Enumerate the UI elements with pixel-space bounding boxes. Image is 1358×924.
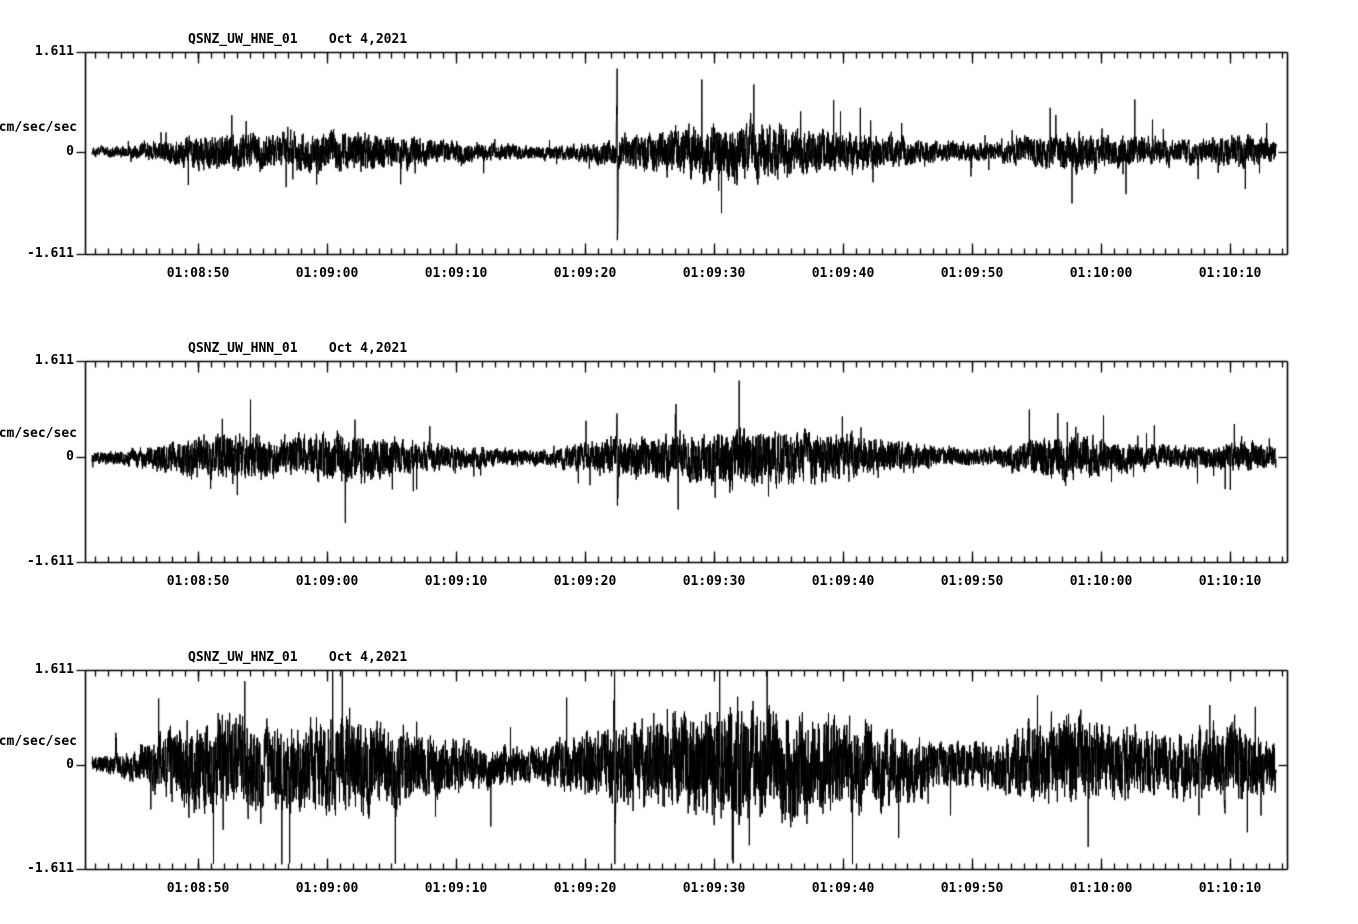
x-tick-label: 01:10:00 [1069, 881, 1133, 896]
x-tick-label: 01:08:50 [166, 881, 230, 896]
panel-hnz-zero-label: 0 [66, 757, 74, 772]
panel-hne-title: QSNZ_UW_HNE_01 Oct 4,2021 [188, 32, 408, 47]
x-tick-label: 01:09:10 [424, 881, 488, 896]
panel-hnn-unit-label: cm/sec/sec [0, 426, 77, 441]
x-tick-label: 01:10:10 [1198, 266, 1262, 281]
panel-hnn-title: QSNZ_UW_HNN_01 Oct 4,2021 [188, 341, 408, 356]
panel-hnn-ymin-label: -1.611 [27, 554, 74, 569]
panel-hnz-title: QSNZ_UW_HNZ_01 Oct 4,2021 [188, 650, 408, 665]
panel-hne-ymin-label: -1.611 [27, 246, 74, 261]
x-tick-label: 01:10:00 [1069, 266, 1133, 281]
x-tick-label: 01:10:10 [1198, 881, 1262, 896]
x-tick-label: 01:09:50 [940, 881, 1004, 896]
x-tick-label: 01:09:30 [682, 881, 746, 896]
panel-hne-zero-label: 0 [66, 144, 74, 159]
x-tick-label: 01:09:40 [811, 574, 875, 589]
panel-hnz-unit-label: cm/sec/sec [0, 734, 77, 749]
x-tick-label: 01:09:40 [811, 881, 875, 896]
x-tick-label: 01:08:50 [166, 574, 230, 589]
x-tick-label: 01:10:00 [1069, 574, 1133, 589]
x-tick-label: 01:08:50 [166, 266, 230, 281]
panel-hne-unit-label: cm/sec/sec [0, 120, 77, 135]
x-tick-label: 01:09:20 [553, 266, 617, 281]
x-tick-label: 01:09:10 [424, 266, 488, 281]
panel-hnn-zero-label: 0 [66, 449, 74, 464]
x-tick-label: 01:09:30 [682, 574, 746, 589]
panel-hnz-ymin-label: -1.611 [27, 861, 74, 876]
panel-hnz-ymax-label: 1.611 [34, 662, 74, 677]
panel-hne-ymax-label: 1.611 [34, 44, 74, 59]
x-tick-label: 01:09:00 [295, 881, 359, 896]
x-tick-label: 01:09:10 [424, 574, 488, 589]
x-tick-label: 01:09:50 [940, 266, 1004, 281]
x-tick-label: 01:09:20 [553, 574, 617, 589]
x-tick-label: 01:09:30 [682, 266, 746, 281]
x-tick-label: 01:09:00 [295, 266, 359, 281]
x-tick-label: 01:10:10 [1198, 574, 1262, 589]
panel-hnn-ymax-label: 1.611 [34, 353, 74, 368]
x-tick-label: 01:09:00 [295, 574, 359, 589]
x-tick-label: 01:09:50 [940, 574, 1004, 589]
x-tick-label: 01:09:20 [553, 881, 617, 896]
x-tick-label: 01:09:40 [811, 266, 875, 281]
